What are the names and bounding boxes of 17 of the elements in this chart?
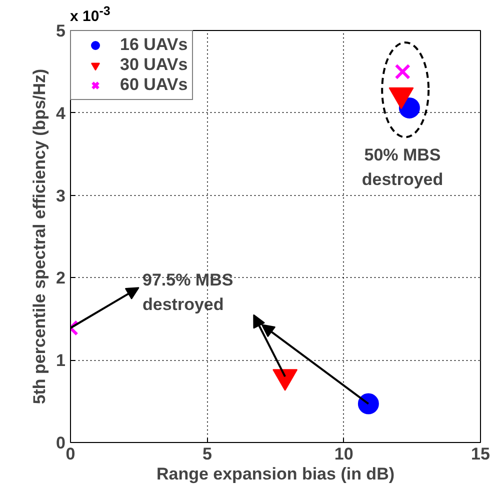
- y-axis-title: 5th percentile spectral efficiency (bps/Hz): [30, 68, 50, 404]
- x-tick-label: 15: [471, 444, 490, 464]
- legend-label: 60 UAVs: [120, 75, 188, 95]
- legend-label: 16 UAVs: [120, 35, 188, 55]
- y-tick-label: 2: [56, 268, 66, 288]
- x-tick-label: 5: [202, 444, 212, 464]
- x-axis-title: Range expansion bias (in dB): [156, 464, 395, 484]
- text: x 10$^{-3}$: [70, 3, 110, 27]
- y-tick-label: 3: [56, 186, 66, 206]
- legend-label: 30 UAVs: [120, 55, 188, 75]
- x-tick-label: 10: [334, 444, 354, 464]
- annotation: 97.5% MBS destroyed: [142, 270, 234, 314]
- y-tick-label: 5: [56, 22, 66, 40]
- y-tick-label: 4: [56, 104, 66, 123]
- y-tick-label: 1: [56, 351, 66, 370]
- point: [358, 393, 379, 414]
- annotation: 50% MBS destroyed: [362, 146, 444, 190]
